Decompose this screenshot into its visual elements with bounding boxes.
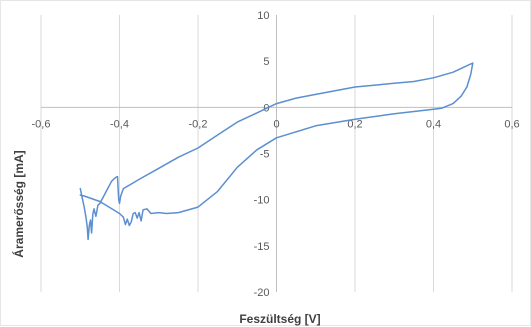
y-axis-title: Áramerősség [mA] — [11, 150, 26, 257]
x-tick-label: 0 — [273, 118, 279, 130]
x-tick-label: 0,4 — [426, 118, 441, 130]
x-tick-labels: -0,6 -0,4 -0,2 0 0,2 0,4 0,6 — [32, 118, 520, 130]
cv-curve-line — [79, 62, 474, 241]
y-tick-label: -5 — [260, 149, 270, 161]
axes — [41, 15, 512, 292]
series-lines — [79, 62, 474, 241]
x-tick-label: -0,6 — [32, 118, 51, 130]
x-tick-label: -0,4 — [110, 118, 129, 130]
y-tick-label: -10 — [254, 195, 270, 207]
vertical-gridlines — [40, 15, 513, 292]
y-tick-label: 5 — [263, 56, 269, 68]
y-tick-label: -15 — [254, 241, 270, 253]
x-axis-title: Feszültség [V] — [239, 312, 320, 326]
x-tick-label: -0,2 — [189, 118, 208, 130]
y-tick-label: -20 — [254, 287, 270, 299]
y-tick-label: 10 — [257, 10, 269, 22]
x-tick-label: 0,2 — [347, 118, 362, 130]
x-tick-label: 0,6 — [504, 118, 519, 130]
